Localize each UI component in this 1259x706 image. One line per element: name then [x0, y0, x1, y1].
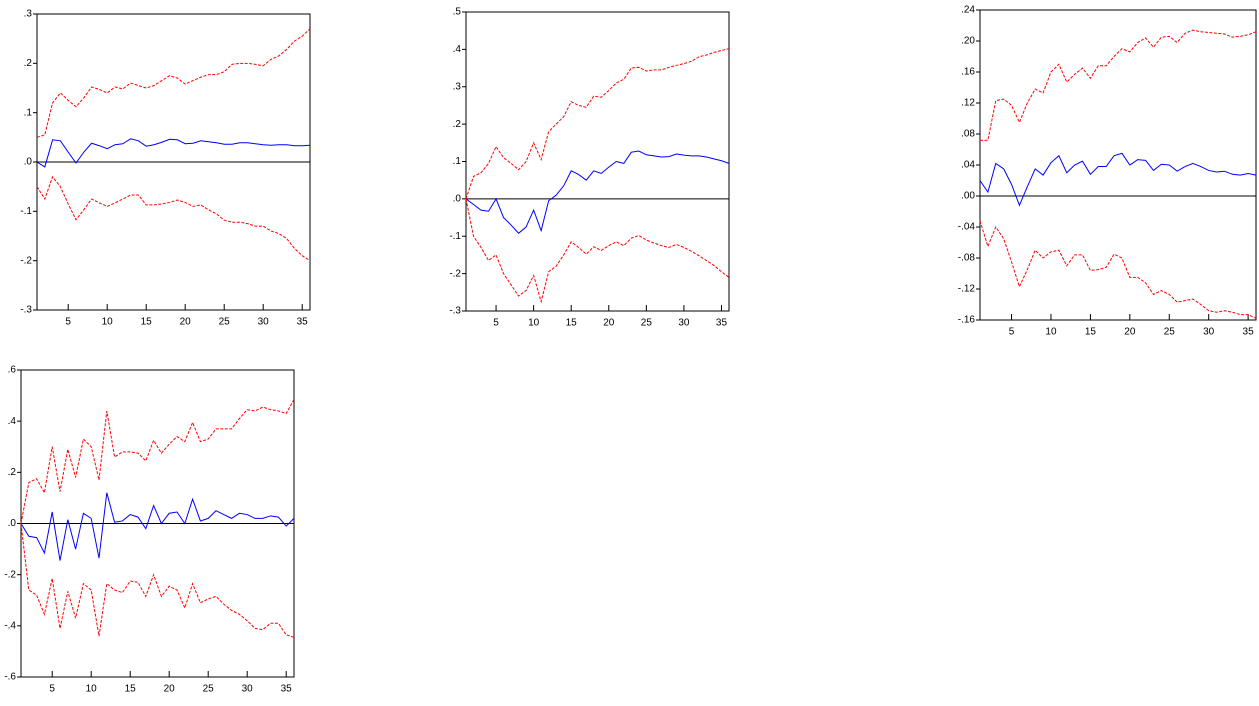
x-tick-label: 30	[242, 684, 254, 695]
x-tick-label: 25	[203, 684, 215, 695]
y-tick-label: .20	[961, 36, 975, 47]
x-tick-label: 15	[566, 318, 578, 329]
y-tick-label: .0	[8, 518, 17, 529]
y-tick-label: -.1	[449, 231, 461, 242]
x-tick-label: 5	[493, 318, 499, 329]
x-tick-label: 20	[164, 684, 176, 695]
y-tick-label: -.04	[958, 222, 976, 233]
series-line	[20, 492, 295, 561]
x-tick-label: 20	[603, 318, 615, 329]
y-tick-label: .12	[961, 98, 975, 109]
x-tick-label: 25	[641, 318, 653, 329]
y-tick-label: -.3	[449, 306, 461, 317]
y-tick-label: .2	[453, 119, 462, 130]
y-tick-label: .6	[8, 365, 17, 376]
x-tick-label: 30	[1203, 327, 1215, 338]
y-tick-label: .3	[24, 9, 33, 20]
y-tick-label: .1	[24, 107, 33, 118]
y-tick-label: -.2	[4, 569, 16, 580]
x-tick-label: 35	[297, 317, 309, 328]
x-tick-label: 20	[1124, 327, 1136, 338]
x-tick-label: 25	[219, 317, 231, 328]
series-line	[465, 150, 730, 234]
series-line	[979, 152, 1257, 207]
x-tick-label: 35	[1243, 327, 1255, 338]
y-tick-label: .2	[24, 58, 33, 69]
x-tick-label: 35	[281, 684, 293, 695]
y-tick-label: .0	[453, 194, 462, 205]
y-tick-label: .08	[961, 129, 975, 140]
series-line	[20, 523, 295, 638]
y-tick-label: .04	[961, 160, 975, 171]
y-tick-label: .24	[961, 5, 975, 16]
x-tick-label: 5	[65, 317, 71, 328]
x-tick-label: 35	[716, 318, 728, 329]
y-tick-label: -.4	[4, 620, 16, 631]
x-tick-label: 10	[528, 318, 540, 329]
series-line	[20, 399, 295, 524]
y-tick-label: .2	[8, 467, 17, 478]
y-tick-label: .5	[453, 7, 462, 18]
x-tick-label: 5	[49, 684, 55, 695]
series-line	[980, 29, 1257, 141]
series-line	[36, 175, 311, 262]
y-tick-label: .4	[453, 44, 462, 55]
y-tick-label: .0	[24, 157, 33, 168]
x-tick-label: 30	[258, 317, 270, 328]
y-tick-label: -.2	[449, 268, 461, 279]
x-tick-label: 5	[1009, 327, 1015, 338]
y-tick-label: -.2	[20, 255, 32, 266]
y-tick-label: .3	[453, 81, 462, 92]
x-tick-label: 15	[1085, 327, 1097, 338]
y-tick-label: -.3	[20, 305, 32, 316]
series-line	[979, 220, 1257, 319]
x-tick-label: 10	[86, 684, 98, 695]
y-tick-label: .4	[8, 416, 17, 427]
x-tick-label: 25	[1164, 327, 1176, 338]
y-tick-label: .00	[961, 191, 975, 202]
x-tick-label: 20	[180, 317, 192, 328]
x-tick-label: 15	[141, 317, 153, 328]
y-tick-label: -.12	[958, 284, 976, 295]
y-tick-label: -.16	[958, 315, 976, 326]
y-tick-label: -.6	[4, 672, 16, 683]
series-line	[465, 48, 730, 200]
y-tick-label: -.1	[20, 206, 32, 217]
series-line	[36, 138, 311, 168]
x-tick-label: 30	[678, 318, 690, 329]
y-tick-label: .16	[961, 67, 975, 78]
y-tick-label: .1	[453, 156, 462, 167]
x-tick-label: 10	[102, 317, 114, 328]
plot-frame	[465, 11, 730, 312]
x-tick-label: 10	[1045, 327, 1057, 338]
y-tick-label: -.08	[958, 253, 976, 264]
series-line	[36, 28, 311, 138]
x-tick-label: 15	[125, 684, 137, 695]
series-line	[465, 198, 730, 304]
plot-frame	[979, 9, 1257, 321]
